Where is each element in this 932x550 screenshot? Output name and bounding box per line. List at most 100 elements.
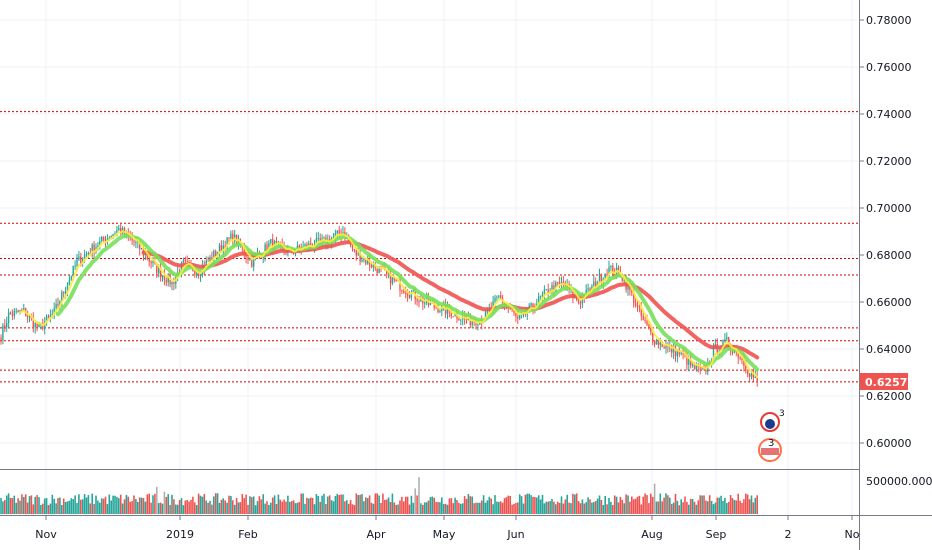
candle-body: [496, 296, 498, 298]
volume-bar: [627, 495, 629, 514]
volume-bar: [53, 498, 55, 514]
volume-bar: [503, 498, 506, 514]
price-tick-label: 0.78000: [866, 14, 912, 27]
volume-bar: [232, 500, 234, 514]
candle-body: [120, 227, 122, 234]
volume-bar: [672, 502, 675, 514]
volume-bar: [572, 493, 574, 514]
volume-bar: [479, 502, 481, 514]
volume-bar: [230, 496, 232, 514]
candle-body: [11, 314, 14, 316]
candle-body: [691, 364, 694, 366]
volume-bar: [665, 493, 667, 514]
volume-bar: [556, 501, 559, 514]
volume-bar: [657, 501, 660, 514]
volume-bar: [241, 494, 244, 514]
volume-bar: [691, 498, 694, 514]
volume-bar: [268, 504, 270, 514]
volume-bar: [64, 502, 67, 514]
volume-bar: [410, 495, 413, 514]
volume-bar: [344, 501, 346, 514]
volume-bar: [591, 502, 593, 514]
time-axis[interactable]: Nov 2019 Feb Apr May Jun Aug Sep 2 No: [35, 515, 860, 541]
candle-body: [251, 258, 253, 267]
volume-bar: [579, 503, 582, 514]
volume-bar: [342, 494, 344, 514]
moving-average-line: [19, 230, 759, 379]
volume-bar: [55, 503, 57, 514]
volume-bar: [756, 495, 758, 514]
candle-body: [222, 245, 224, 252]
candle-body: [228, 237, 230, 239]
volume-bar: [442, 504, 445, 514]
volume-bar: [271, 497, 274, 514]
price-axis[interactable]: 0.78000 0.76000 0.74000 0.72000 0.70000 0.680…: [859, 14, 912, 450]
volume-bar: [427, 500, 430, 514]
candle-body: [232, 233, 234, 242]
volume-bar: [306, 497, 308, 514]
candle-body: [102, 237, 105, 240]
candle-body: [633, 292, 635, 304]
candle-body: [36, 322, 38, 328]
volume-bar: [710, 500, 713, 514]
volume-bar: [600, 499, 603, 514]
volume-bar: [726, 503, 728, 514]
volume-bar: [176, 504, 179, 514]
candle-body: [589, 288, 591, 292]
candle-body: [477, 324, 479, 326]
candle-body: [661, 342, 663, 347]
candle-body: [558, 282, 561, 284]
candle-body: [272, 239, 274, 250]
volume-bar: [712, 504, 715, 514]
volume-bar: [477, 502, 479, 514]
candle-body: [408, 295, 411, 298]
volume-bar: [192, 496, 194, 514]
volume-bar: [220, 499, 223, 514]
volume-bar: [100, 498, 103, 514]
volume-bar: [606, 504, 608, 514]
volume-bar: [473, 503, 475, 514]
candle-body: [743, 360, 745, 366]
volume-bar: [689, 498, 692, 514]
candle-body: [372, 264, 375, 268]
horizontal-levels: [0, 111, 858, 383]
volume-bar: [9, 497, 12, 514]
volume-bar: [283, 499, 285, 514]
volume-bar: [359, 494, 361, 514]
volume-bar: [203, 494, 206, 514]
volume-bar: [395, 505, 397, 514]
price-tick-label: 0.74000: [866, 108, 912, 121]
candle-body: [659, 342, 661, 345]
volume-bar: [298, 501, 301, 514]
candle-body: [230, 233, 232, 239]
candle-body: [484, 311, 487, 322]
candle-body: [652, 332, 654, 341]
volume-bar: [110, 500, 112, 514]
price-tick-label: 0.72000: [866, 155, 912, 168]
volume-bar: [406, 496, 409, 514]
volume-bar: [501, 502, 504, 514]
volume-bar: [302, 493, 304, 514]
volume-bar: [703, 495, 705, 514]
volume-bar: [235, 498, 238, 514]
volume-bar: [389, 501, 392, 514]
volume-bar: [281, 501, 283, 514]
candle-body: [634, 303, 637, 306]
volume-bar: [450, 498, 453, 514]
candle-body: [213, 250, 215, 260]
volume-bar: [167, 494, 169, 514]
volume-bar: [431, 496, 434, 514]
candle-body: [93, 244, 95, 252]
volume-bar: [190, 499, 192, 514]
candle-body: [745, 365, 747, 371]
candle-body: [135, 241, 137, 243]
volume-bar: [515, 503, 517, 514]
volume-bar: [530, 495, 532, 514]
candle-body: [28, 315, 31, 318]
candle-body: [475, 321, 477, 325]
candle-body: [264, 244, 266, 255]
volume-bar: [279, 499, 282, 514]
volume-bar: [11, 498, 14, 514]
volume-bar: [32, 504, 35, 514]
